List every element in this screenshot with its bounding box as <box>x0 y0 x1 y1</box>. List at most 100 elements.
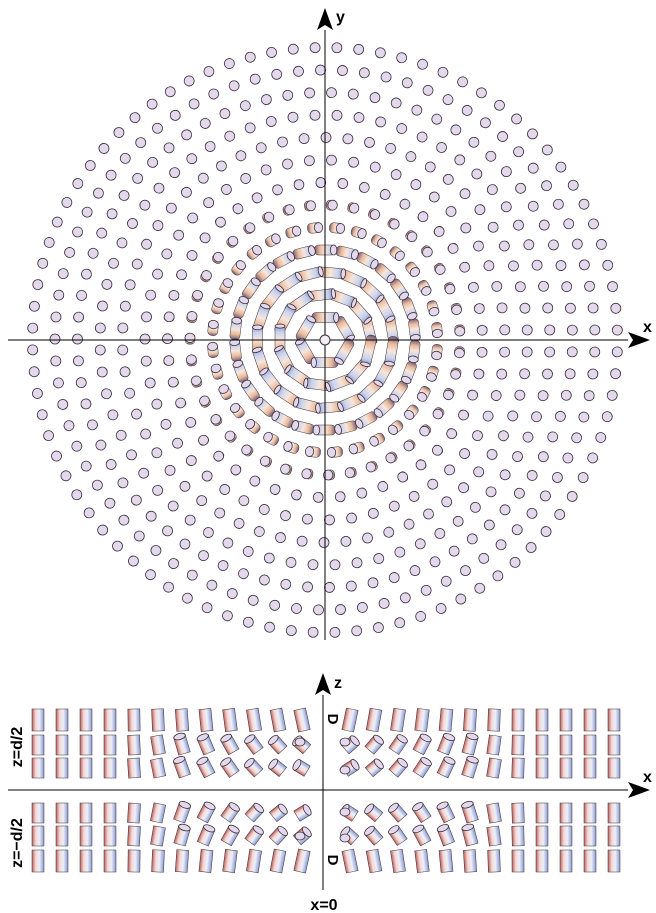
director-cylinder <box>365 460 378 473</box>
director-cylinder <box>400 361 417 384</box>
director-cylinder <box>164 86 176 98</box>
director-cylinder <box>345 580 357 592</box>
side-director-cylinder <box>461 823 479 847</box>
director-cylinder <box>416 386 431 402</box>
side-director-cylinder <box>559 825 573 847</box>
director-cylinder <box>246 245 263 260</box>
director-cylinder <box>184 514 196 526</box>
director-cylinder <box>146 98 158 110</box>
director-cylinder <box>323 469 335 481</box>
side-director-cylinder <box>388 802 408 823</box>
side-director-cylinder <box>220 824 240 847</box>
director-cylinder <box>318 537 330 548</box>
director-cylinder <box>595 432 607 443</box>
side-director-cylinder <box>55 849 69 873</box>
side-director-cylinder <box>438 849 454 873</box>
director-cylinder <box>169 167 181 179</box>
side-director-cylinder <box>222 708 238 732</box>
side-director-cylinder <box>173 732 191 756</box>
director-cylinder <box>139 333 151 345</box>
side-director-cylinder <box>196 733 216 756</box>
director-cylinder <box>369 432 385 447</box>
bottom-x-axis-label: x <box>643 769 652 786</box>
director-cylinder <box>98 143 110 154</box>
director-cylinder <box>292 245 316 260</box>
director-cylinder <box>199 118 211 129</box>
director-cylinder <box>347 202 360 214</box>
side-director-cylinder <box>461 800 479 824</box>
director-cylinder <box>329 222 346 234</box>
director-cylinder <box>500 166 512 178</box>
director-cylinder <box>233 517 245 529</box>
director-cylinder <box>280 578 292 590</box>
director-cylinder <box>141 311 152 323</box>
side-director-cylinder <box>364 803 384 823</box>
director-cylinder <box>588 218 599 230</box>
director-cylinder <box>454 154 466 166</box>
director-cylinder <box>364 137 375 148</box>
director-cylinder <box>460 565 471 577</box>
director-cylinder <box>351 557 363 569</box>
side-director-cylinder <box>246 848 262 874</box>
director-cylinder <box>87 419 98 431</box>
side-director-cylinder <box>607 849 621 873</box>
side-director-cylinder <box>174 849 190 873</box>
director-cylinder <box>436 142 447 153</box>
director-cylinder <box>226 235 239 248</box>
director-cylinder <box>483 260 495 272</box>
director-cylinder <box>242 616 254 628</box>
director-cylinder <box>442 94 454 106</box>
director-cylinder <box>71 489 83 501</box>
director-cylinder <box>117 477 129 489</box>
side-director-cylinder <box>583 802 597 824</box>
side-director-cylinder <box>55 802 69 824</box>
side-director-cylinder <box>583 849 597 873</box>
director-cylinder <box>275 532 286 543</box>
side-director-cylinder <box>31 849 45 873</box>
director-cylinder <box>138 467 150 479</box>
director-cylinder <box>602 259 614 271</box>
director-cylinder <box>519 302 531 314</box>
side-director-cylinder <box>341 848 359 874</box>
director-cylinder <box>371 234 387 249</box>
bottom-z-axis-arrow <box>315 673 331 695</box>
director-cylinder <box>403 518 415 530</box>
director-cylinder <box>303 155 315 167</box>
director-cylinder <box>213 450 225 462</box>
director-cylinder <box>340 536 352 547</box>
director-cylinder <box>115 429 127 441</box>
director-cylinder <box>165 202 177 214</box>
director-cylinder <box>232 203 244 215</box>
director-cylinder <box>72 226 83 238</box>
director-cylinder <box>119 152 131 164</box>
director-cylinder <box>272 251 295 269</box>
director-cylinder <box>527 200 539 212</box>
director-cylinder <box>214 507 226 519</box>
director-cylinder <box>564 368 576 380</box>
director-cylinder <box>426 300 440 317</box>
director-cylinder <box>360 334 377 367</box>
side-director-cylinder <box>173 801 192 824</box>
side-director-cylinder <box>511 825 525 847</box>
director-cylinder <box>107 409 119 421</box>
director-cylinder <box>162 333 173 345</box>
director-cylinder <box>140 355 152 367</box>
side-director-cylinder <box>583 757 597 779</box>
director-cylinder <box>271 410 294 428</box>
director-cylinder <box>84 160 96 171</box>
director-cylinder <box>217 560 229 572</box>
director-cylinder <box>350 226 367 239</box>
director-cylinder <box>83 507 95 519</box>
director-cylinder <box>334 491 346 503</box>
director-cylinder <box>87 247 99 259</box>
side-director-cylinder <box>438 708 454 732</box>
director-cylinder <box>201 470 213 482</box>
director-cylinder <box>542 368 553 380</box>
side-director-cylinder <box>607 825 621 847</box>
director-cylinder <box>367 577 379 589</box>
top-x-axis-label: x <box>643 319 652 336</box>
director-cylinder <box>175 397 187 409</box>
side-director-cylinder <box>607 802 621 824</box>
side-director-cylinder <box>293 707 311 733</box>
